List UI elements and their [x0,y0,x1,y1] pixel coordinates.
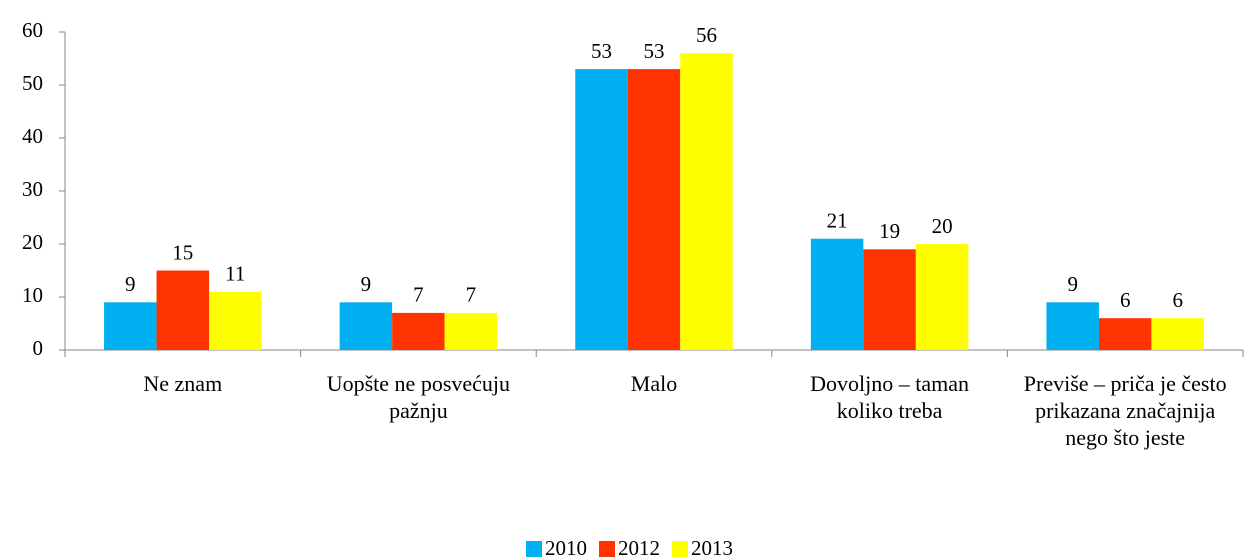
value-label: 6 [1172,288,1183,312]
legend-swatch [599,540,615,557]
x-tick-label: Uopšte ne posvećuju pažnju [326,371,511,423]
bar [444,312,498,350]
y-tick-label: 60 [22,18,43,42]
bar [209,291,262,350]
legend: 2010 2012 2013 [0,536,1259,560]
x-tick-label: Ne znam [143,371,223,396]
bar [680,53,733,350]
legend-item: 2013 [672,536,733,560]
x-tick-label: Dovoljno – taman koliko treba [810,371,970,423]
value-label: 21 [827,209,848,233]
bar [392,312,445,350]
bar [1046,302,1099,350]
legend-label: 2010 [545,536,587,560]
bar [627,69,681,350]
y-tick-label: 20 [22,230,43,254]
bar [810,238,864,350]
legend-swatch [672,540,688,557]
bar [104,302,157,350]
value-label: 9 [361,272,372,296]
bar [1098,318,1152,350]
y-tick-label: 10 [22,283,43,307]
value-label: 15 [172,240,193,264]
legend-item: 2010 [526,536,587,560]
x-tick-label: Previše – priča je često prikazana znača… [1023,371,1227,450]
legend-label: 2013 [691,536,733,560]
legend-item: 2012 [599,536,660,560]
value-label: 7 [413,283,424,307]
value-label: 53 [591,39,612,63]
legend-swatch [526,540,542,557]
value-label: 6 [1120,288,1131,312]
bar [1151,318,1204,350]
bar [915,244,969,350]
bar [156,270,210,350]
x-tick-label: Malo [630,371,678,396]
y-tick-label: 50 [22,71,43,95]
value-label: 9 [1067,272,1078,296]
y-tick-label: 30 [22,177,43,201]
value-label: 7 [466,283,477,307]
value-label: 53 [644,39,665,63]
y-tick-label: 0 [33,336,44,360]
y-tick-label: 40 [22,124,43,148]
value-label: 20 [932,214,953,238]
value-label: 19 [879,219,900,243]
value-label: 9 [125,272,136,296]
value-label: 56 [696,23,717,47]
bar [339,302,393,350]
legend-label: 2012 [618,536,660,560]
bar [575,69,628,350]
value-label: 11 [225,262,245,286]
bar [863,249,916,350]
